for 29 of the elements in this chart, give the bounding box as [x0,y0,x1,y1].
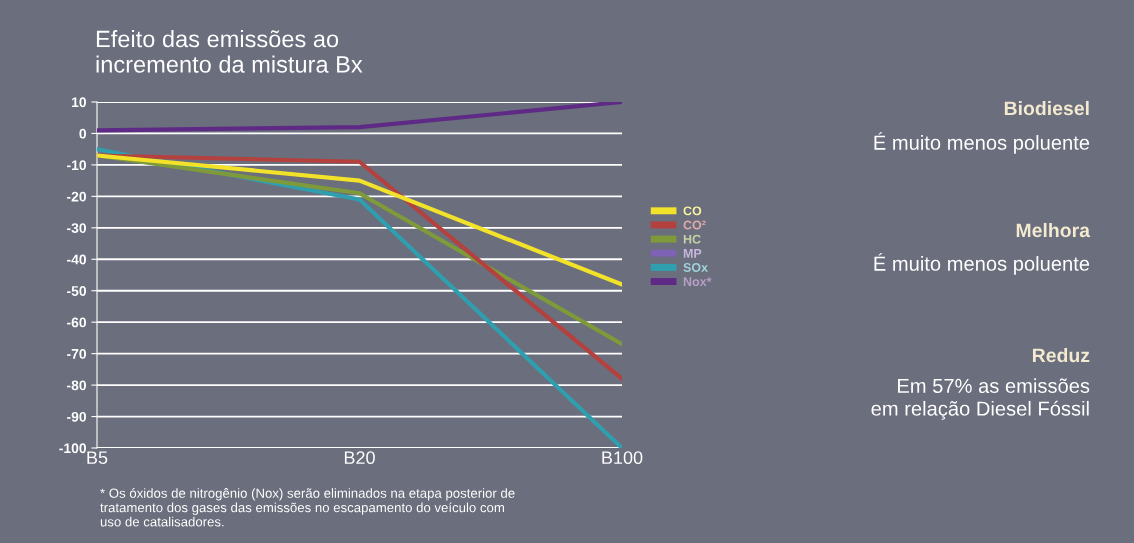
text: Biodiesel [1004,100,1089,116]
text: É muito menos poluente [874,132,1090,154]
legend-label: CO² [683,220,706,230]
x-tick-label: B100 [602,451,643,465]
y-tick-label: -60 [67,317,87,328]
y-tick-label: -40 [67,254,87,265]
legend-label: HC [683,234,701,244]
y-tick-label: -10 [67,160,87,171]
legend-label: CO [683,206,702,216]
text: Em 57% as emissões em relação Diesel Fóssil [871,378,1090,420]
text: Reduz [1032,347,1090,363]
y-tick-label: -80 [67,380,87,391]
x-tick-label: B20 [344,451,375,465]
y-tick-label: 0 [79,128,87,139]
legend-label: MP [683,249,702,258]
y-tick-label: -30 [67,223,87,234]
chart-title: Efeito das emissões ao incremento da mistura Bx [96,30,363,73]
y-tick-label: -100 [59,443,87,454]
text: Melhora [1016,222,1091,238]
legend-label: SOx [683,263,708,272]
text: * Os óxidos de nitrogênio (Nox) serão eliminados na etapa posterior de tratamento dos gases das emissões no escapamento do veículo com uso de catalisadores. [100,488,515,527]
y-tick-label: 10 [72,97,87,108]
text: É muito menos poluente [874,253,1090,275]
x-tick-label: B5 [87,451,108,465]
legend-label: Nox* [683,277,712,287]
y-tick-label: -70 [67,348,87,359]
y-tick-label: -20 [67,191,87,202]
y-tick-label: -50 [67,286,87,296]
y-tick-label: -90 [67,411,87,422]
